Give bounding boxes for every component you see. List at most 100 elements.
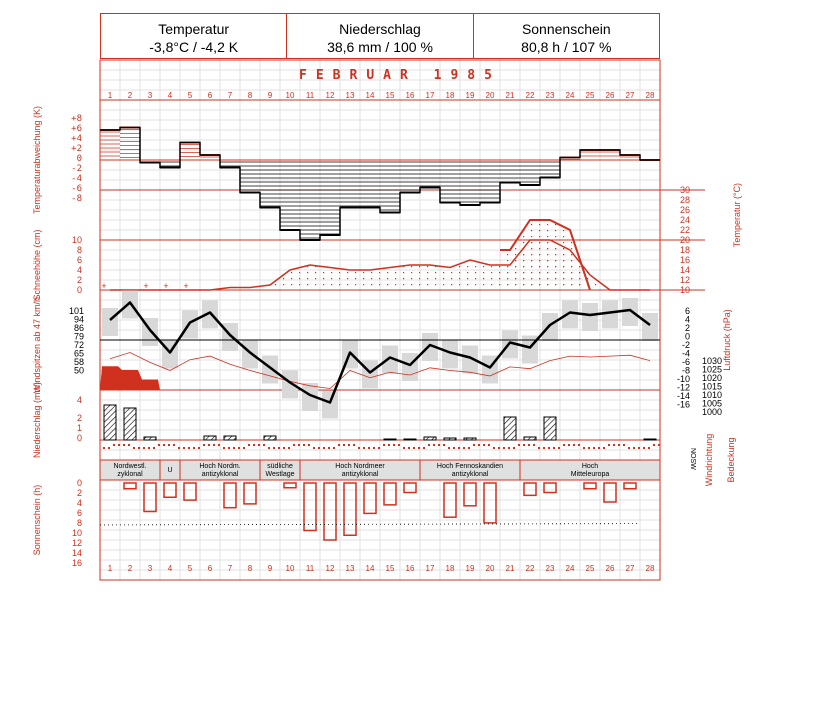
wind-direction-mark [648,447,650,449]
wind-direction-mark [193,447,195,449]
pressure-tick: 4 [685,315,690,325]
temperature-tick: 14 [680,265,690,275]
pressure-band [642,313,658,341]
snow-trace-mark: + [143,281,148,291]
pressure-tick: -14 [677,391,690,401]
day-label-bottom: 2 [128,564,133,573]
wind-direction-mark [228,447,230,449]
wind-direction-mark [453,447,455,449]
day-label-bottom: 26 [606,564,615,573]
day-label-bottom: 21 [506,564,515,573]
wind-direction-mark [198,447,200,449]
day-label-bottom: 23 [546,564,555,573]
day-label-top: 3 [148,91,153,100]
wind-direction-mark [563,444,565,446]
precip-bar [123,407,137,441]
day-label-top: 26 [606,91,615,100]
pressure-tick-hpa: 1025 [702,365,722,375]
wind-direction-mark [623,444,625,446]
day-label-top: 28 [646,91,655,100]
wind-direction-mark [543,447,545,449]
pressure-band [442,340,458,369]
day-label-bottom: 6 [208,564,213,573]
weather-type-box [519,459,661,481]
temp-dev-tick: 0 [77,154,82,164]
wind-direction-mark [403,447,405,449]
day-label-bottom: 27 [626,564,635,573]
wind-direction-label: Windrichtung [704,434,714,487]
pressure-tick-hpa: 1030 [702,356,722,366]
wind-tick: 72 [74,340,84,350]
precip-tick: 1 [77,423,82,433]
wind-direction-mark [203,444,205,446]
weather-type-label: Hoch Fennoskandien [437,463,503,470]
pressure-tick-hpa: 1015 [702,382,722,392]
wind-direction-mark [328,447,330,449]
wind-direction-mark [288,447,290,449]
day-label-bottom: 8 [248,564,253,573]
wind-direction-mark [138,447,140,449]
wind-direction-mark [153,447,155,449]
pressure-tick-hpa: 1000 [702,407,722,417]
day-label-bottom: 25 [586,564,595,573]
summary-header: Temperatur -3,8°C / -4,2 K Niederschlag … [100,13,660,59]
day-label-top: 4 [168,91,173,100]
pressure-band [562,300,578,329]
wind-direction-mark [513,447,515,449]
wind-tick: 94 [74,315,84,325]
temp-dev-tick: +6 [71,124,82,134]
day-label-bottom: 5 [188,564,193,573]
wind-direction-mark [493,447,495,449]
sunshine-bar [323,482,337,541]
precip-tick: 4 [77,395,82,405]
wind-direction-mark [468,447,470,449]
sunshine-possible-line [99,523,641,526]
wind-direction-mark [378,447,380,449]
weather-type-label: antizyklonal [342,471,379,478]
wind-direction-mark [578,444,580,446]
sunshine-tick: 14 [72,548,82,558]
sunshine-label: Sonnenschein [521,21,611,37]
day-label-bottom: 22 [526,564,535,573]
sunshine-tick: 4 [77,498,82,508]
wind-tick: 101 [69,306,84,316]
pressure-tick: 0 [685,332,690,342]
snow-tick: 6 [77,255,82,265]
pressure-tick: -8 [682,366,690,376]
temperature-tick: 20 [680,235,690,245]
day-label-top: 11 [306,91,315,100]
wind-direction-mark [638,447,640,449]
day-label-bottom: 13 [346,564,355,573]
temperature-line [500,219,591,291]
day-label-bottom: 10 [286,564,295,573]
pressure-band [262,355,278,384]
wind-direction-mark [248,444,250,446]
weather-type-label: zyklonal [117,471,143,478]
sunshine-bar [283,482,297,489]
pressure-band [602,300,618,329]
pressure-band [102,308,118,336]
wind-direction-mark [658,444,660,446]
day-label-bottom: 16 [406,564,415,573]
wind-direction-mark [458,447,460,449]
sunshine-bar [383,482,397,506]
weather-type-label: Mitteleuropa [571,471,610,478]
weather-type-label: Hoch [582,463,598,470]
wind-direction-mark [213,444,215,446]
wind-direction-mark [113,444,115,446]
wind-direction-mark [148,447,150,449]
day-label-bottom: 9 [268,564,273,573]
day-label-top: 18 [446,91,455,100]
day-label-top: 8 [248,91,253,100]
wind-direction-mark [508,447,510,449]
day-label-top: 25 [586,91,595,100]
wind-direction-mark [573,444,575,446]
temperature-tick: 26 [680,205,690,215]
temperature-tick: 10 [680,285,690,295]
precip-bar [203,435,217,441]
temperature-tick: 12 [680,275,690,285]
day-label-top: 22 [526,91,535,100]
snow-line [110,239,650,291]
wind-direction-row [103,444,660,449]
day-label-bottom: 3 [148,564,153,573]
